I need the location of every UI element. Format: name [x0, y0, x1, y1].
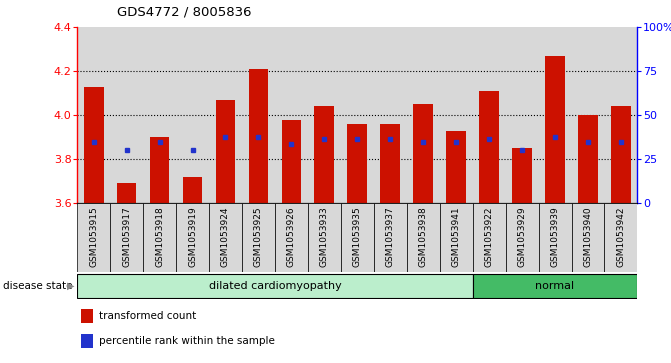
Bar — [242, 27, 275, 203]
Bar — [176, 27, 209, 203]
Bar — [611, 106, 631, 203]
FancyBboxPatch shape — [110, 203, 143, 272]
Bar — [545, 56, 565, 203]
Bar — [315, 106, 334, 203]
Text: percentile rank within the sample: percentile rank within the sample — [99, 336, 275, 346]
Text: GSM1053926: GSM1053926 — [287, 207, 296, 268]
Text: transformed count: transformed count — [99, 311, 197, 321]
Bar — [407, 27, 440, 203]
Text: GSM1053935: GSM1053935 — [353, 207, 362, 268]
Text: GSM1053924: GSM1053924 — [221, 207, 230, 267]
Bar — [440, 27, 472, 203]
Bar — [374, 27, 407, 203]
Bar — [578, 115, 598, 203]
Text: GSM1053941: GSM1053941 — [452, 207, 461, 268]
Bar — [209, 27, 242, 203]
Bar — [539, 27, 572, 203]
FancyBboxPatch shape — [506, 203, 539, 272]
Bar — [380, 124, 400, 203]
FancyBboxPatch shape — [605, 203, 637, 272]
Text: GSM1053922: GSM1053922 — [484, 207, 494, 267]
Text: GSM1053933: GSM1053933 — [320, 207, 329, 268]
Bar — [446, 131, 466, 203]
Bar — [512, 148, 532, 203]
Bar — [282, 120, 301, 203]
Bar — [215, 100, 236, 203]
Bar — [479, 91, 499, 203]
Bar — [117, 183, 136, 203]
Text: GSM1053939: GSM1053939 — [550, 207, 560, 268]
Text: disease state: disease state — [3, 281, 73, 291]
FancyBboxPatch shape — [176, 203, 209, 272]
Bar — [183, 177, 203, 203]
Text: GSM1053917: GSM1053917 — [122, 207, 131, 268]
Text: GSM1053937: GSM1053937 — [386, 207, 395, 268]
FancyBboxPatch shape — [374, 203, 407, 272]
FancyBboxPatch shape — [77, 274, 472, 298]
FancyBboxPatch shape — [143, 203, 176, 272]
Bar — [308, 27, 341, 203]
Text: dilated cardiomyopathy: dilated cardiomyopathy — [209, 281, 342, 291]
Bar — [472, 27, 506, 203]
Bar — [348, 124, 367, 203]
Bar — [413, 104, 433, 203]
FancyBboxPatch shape — [77, 203, 110, 272]
FancyBboxPatch shape — [472, 203, 506, 272]
FancyBboxPatch shape — [341, 203, 374, 272]
Text: GSM1053942: GSM1053942 — [617, 207, 625, 267]
FancyBboxPatch shape — [209, 203, 242, 272]
Bar — [143, 27, 176, 203]
Text: GSM1053918: GSM1053918 — [155, 207, 164, 268]
Text: GSM1053919: GSM1053919 — [188, 207, 197, 268]
Bar — [572, 27, 605, 203]
FancyBboxPatch shape — [572, 203, 605, 272]
FancyBboxPatch shape — [407, 203, 440, 272]
FancyBboxPatch shape — [539, 203, 572, 272]
Text: GSM1053929: GSM1053929 — [517, 207, 527, 268]
Bar — [605, 27, 637, 203]
FancyBboxPatch shape — [242, 203, 275, 272]
Bar — [341, 27, 374, 203]
FancyBboxPatch shape — [275, 203, 308, 272]
Text: GSM1053925: GSM1053925 — [254, 207, 263, 268]
Bar — [84, 87, 103, 203]
Text: GSM1053940: GSM1053940 — [584, 207, 592, 268]
FancyBboxPatch shape — [472, 274, 637, 298]
Bar — [110, 27, 143, 203]
FancyBboxPatch shape — [308, 203, 341, 272]
Bar — [275, 27, 308, 203]
Text: GSM1053915: GSM1053915 — [89, 207, 98, 268]
Bar — [150, 137, 170, 203]
FancyBboxPatch shape — [440, 203, 472, 272]
Bar — [77, 27, 110, 203]
Text: GSM1053938: GSM1053938 — [419, 207, 427, 268]
Bar — [506, 27, 539, 203]
Text: ▶: ▶ — [67, 281, 74, 291]
Text: GDS4772 / 8005836: GDS4772 / 8005836 — [117, 5, 252, 19]
Bar — [248, 69, 268, 203]
Text: normal: normal — [535, 281, 574, 291]
